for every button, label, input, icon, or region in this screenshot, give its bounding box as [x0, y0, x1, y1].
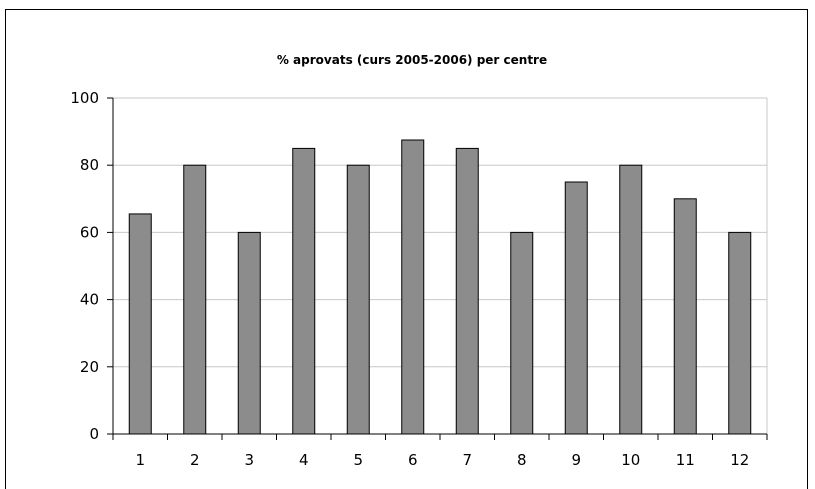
y-tick-label: 40 [80, 291, 99, 309]
y-tick-label: 20 [80, 358, 99, 376]
bars [128, 139, 752, 435]
bar-11 [673, 198, 697, 435]
y-tick-label: 60 [80, 223, 99, 241]
y-tick-label: 0 [89, 425, 99, 443]
bar-2 [183, 164, 207, 435]
bar-8 [510, 231, 534, 435]
bar-9 [564, 181, 588, 435]
x-tick-label: 9 [571, 451, 581, 469]
bar-12 [728, 231, 752, 435]
axes [107, 97, 768, 440]
x-tick-label: 11 [676, 451, 695, 469]
bar-7 [455, 147, 479, 435]
y-tick-label: 80 [80, 156, 99, 174]
bar-4 [292, 147, 316, 435]
bar-1 [128, 213, 152, 435]
bar-6 [401, 139, 425, 435]
x-tick-label: 6 [408, 451, 418, 469]
x-tick-label: 1 [135, 451, 145, 469]
y-tick-labels: 0 20 40 60 80 100 [70, 89, 99, 443]
x-tick-labels: 1 2 3 4 5 6 7 8 9 10 11 12 [135, 451, 749, 469]
bar-3 [237, 231, 261, 435]
x-tick-label: 4 [299, 451, 309, 469]
x-tick-label: 10 [621, 451, 640, 469]
chart-title: % aprovats (curs 2005-2006) per centre [277, 53, 547, 67]
x-tick-label: 8 [517, 451, 527, 469]
x-tick-label: 7 [462, 451, 472, 469]
bar-10 [619, 164, 643, 435]
bar-5 [346, 164, 370, 435]
y-tick-label: 100 [70, 89, 99, 107]
x-tick-label: 2 [190, 451, 200, 469]
grid-lines [113, 97, 768, 434]
x-tick-label: 3 [244, 451, 254, 469]
x-tick-label: 5 [353, 451, 363, 469]
x-tick-label: 12 [730, 451, 749, 469]
